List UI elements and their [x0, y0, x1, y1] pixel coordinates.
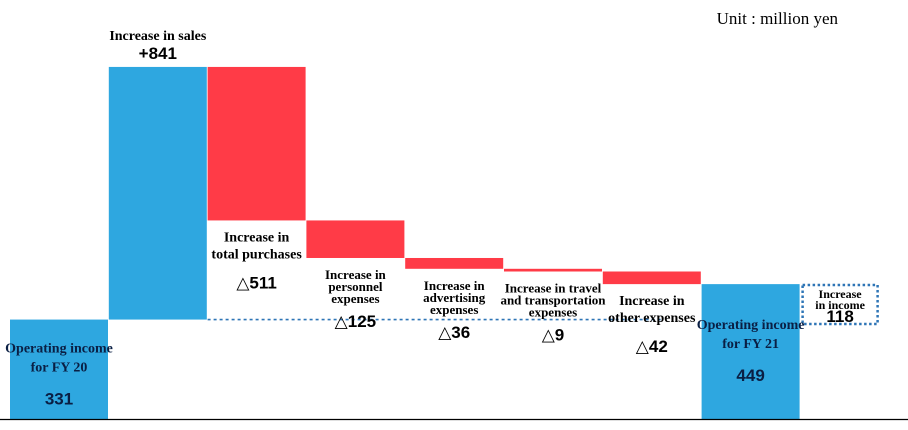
step-6-label-line-3: expenses: [529, 305, 577, 320]
bar-step-8-total: [701, 284, 800, 419]
step-4-label-line-3: expenses: [331, 291, 379, 306]
step-2-value: +841: [139, 44, 177, 63]
step-2-label-line-1: Increase in sales: [109, 29, 207, 44]
step-3-label-line-2: total purchases: [211, 247, 302, 262]
step-5-label-line-1: Increase in: [424, 278, 486, 293]
bar-step-4-decrease: [306, 220, 405, 258]
step-4-label-line-1: Increase in: [325, 267, 387, 282]
step-1-label-line-2: for FY 20: [31, 361, 88, 376]
step-8-value: 449: [736, 366, 764, 385]
step-7-value: △42: [636, 337, 668, 356]
step-5-label-line-3: expenses: [430, 302, 478, 317]
bar-step-3-decrease: [207, 66, 306, 221]
step-6-label-line-1: Increase in travel: [505, 281, 602, 296]
bar-step-1-total: [10, 319, 108, 419]
difference-value: 118: [826, 307, 853, 326]
bar-step-6-decrease: [504, 268, 602, 272]
difference-box: [801, 283, 879, 326]
step-7-label-line-2: other expenses: [608, 311, 696, 326]
step-5-value: △36: [438, 323, 470, 342]
difference-label-line-2: in income: [815, 298, 865, 312]
step-3-label-line-1: Increase in: [224, 230, 290, 245]
difference-label-line-1: Increase: [819, 287, 863, 301]
step-8-label-line-2: for FY 21: [722, 337, 779, 352]
unit-label: Unit : million yen: [717, 9, 839, 28]
step-8-label-line-1: Operating income: [697, 318, 805, 333]
step-5-label-line-2: advertising: [423, 290, 486, 305]
step-6-label-line-2: and transportation: [500, 293, 606, 308]
step-4-value: △125: [335, 312, 376, 331]
step-3-value: △511: [236, 273, 277, 292]
step-1-label-line-1: Operating income: [5, 342, 113, 357]
step-7-label-line-1: Increase in: [619, 294, 685, 309]
bar-step-2-increase: [108, 66, 207, 320]
step-4-label-line-2: personnel: [328, 279, 383, 294]
step-1-value: 331: [45, 390, 73, 409]
step-6-value: △9: [542, 326, 565, 345]
bar-step-7-decrease: [602, 271, 701, 285]
bar-step-5-decrease: [405, 257, 504, 269]
